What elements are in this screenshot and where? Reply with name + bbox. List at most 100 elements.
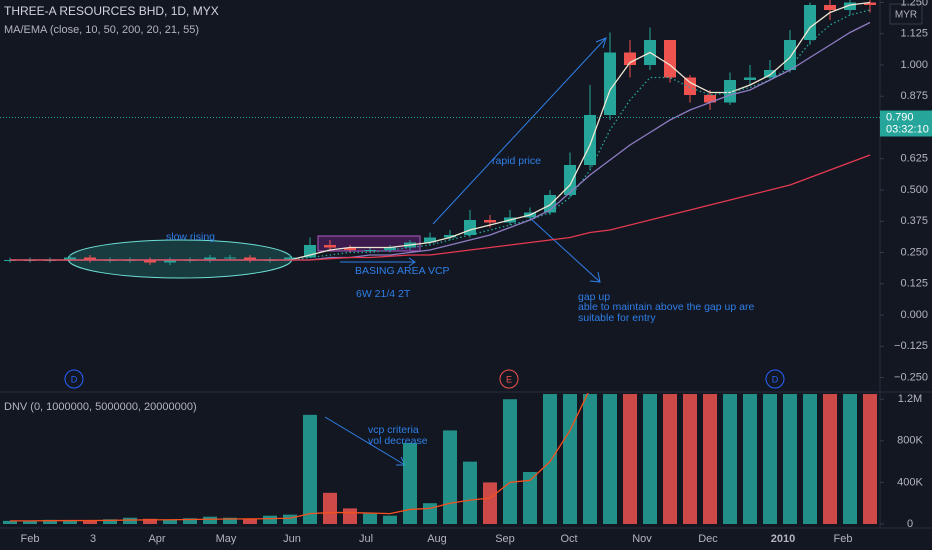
candle-body [384, 247, 396, 250]
y-tick-label: 0.500 [900, 184, 928, 196]
volume-bar [523, 472, 537, 524]
y-tick-label: 0.125 [900, 278, 928, 290]
volume-tick-label: 1.2M [898, 393, 922, 405]
volume-indicator-label: DNV (0, 1000000, 5000000, 20000000) [4, 401, 197, 413]
volume-bar [843, 394, 857, 524]
volume-tick-label: 800K [897, 435, 923, 447]
volume-bar [283, 514, 297, 524]
volume-bar [43, 519, 57, 524]
candle-body [764, 70, 776, 78]
volume-bar [463, 461, 477, 524]
arrow [324, 416, 406, 466]
volume-bar [23, 521, 37, 524]
y-tick-label: 0.875 [900, 90, 928, 102]
x-tick-label: Oct [560, 533, 577, 545]
candle-body [864, 2, 876, 5]
candle-body [364, 250, 376, 251]
arrow [432, 37, 607, 225]
volume-bar [183, 518, 197, 524]
candle-body [244, 257, 256, 260]
candle-body [284, 257, 296, 260]
candle-body [144, 260, 156, 263]
volume-bar [263, 515, 277, 524]
volume-bar [803, 394, 817, 524]
volume-bar [763, 394, 777, 524]
y-tick-label: 0.625 [900, 153, 928, 165]
annotation: suitable for entry [578, 312, 656, 324]
x-tick-label: Nov [632, 533, 652, 545]
volume-bar [663, 394, 677, 524]
candle-body [744, 77, 756, 80]
x-tick-label: Dec [698, 533, 718, 545]
volume-bar [443, 430, 457, 524]
y-tick-label: 0.250 [900, 246, 928, 258]
volume-bar [343, 508, 357, 524]
candle-body [204, 257, 216, 260]
annotation: vol decrease [368, 435, 428, 447]
candle-body [324, 245, 336, 248]
arrow-head [589, 271, 601, 283]
basing-ellipse [67, 239, 293, 279]
candle-body [84, 257, 96, 260]
volume-bar [83, 520, 97, 524]
volume-bar [63, 520, 77, 524]
candle-body [584, 115, 596, 165]
volume-bar [203, 516, 217, 524]
volume-bar [863, 394, 877, 524]
x-tick-label: Jun [283, 533, 301, 545]
candle-body [844, 2, 856, 10]
event-marker [64, 369, 84, 389]
candle-body [164, 260, 176, 263]
candle-body [824, 5, 836, 10]
line [10, 393, 589, 522]
volume-bar [503, 399, 517, 524]
last-price-label: 0.790 [886, 111, 914, 123]
volume-bar [623, 394, 637, 524]
x-tick-label: Aug [427, 533, 447, 545]
annotation: able to maintain above the gap up are [578, 301, 754, 313]
currency-box [889, 3, 923, 25]
candle-body [564, 165, 576, 195]
line [10, 154, 871, 261]
arrows [324, 37, 607, 466]
candle-body [684, 77, 696, 95]
volume-bar [143, 518, 157, 524]
currency: MYR [895, 10, 917, 21]
volume-bar [603, 394, 617, 524]
candle-body [484, 220, 496, 223]
countdown: 03:32:10 [886, 123, 929, 135]
candle-body [344, 247, 356, 250]
x-tick-label: 3 [90, 533, 96, 545]
event-label: E [506, 374, 512, 384]
y-tick-label: 0.375 [900, 215, 928, 227]
event-label: D [71, 374, 78, 384]
volume-bar [383, 515, 397, 524]
volume-bar [743, 394, 757, 524]
volume-bar [403, 442, 417, 524]
annotation: rapid price [492, 155, 541, 167]
candle-body [784, 40, 796, 70]
volume-bar [243, 518, 257, 524]
y-tick-label: −0.250 [894, 371, 928, 383]
event-marker [765, 369, 785, 389]
volume-bar [323, 492, 337, 524]
event-label: D [772, 374, 779, 384]
candle-body [444, 235, 456, 238]
volume-bar [483, 482, 497, 524]
y-tick-label: 0.000 [900, 309, 928, 321]
price-pane [4, 0, 876, 265]
volume-bar [423, 503, 437, 524]
volume-bar [363, 513, 377, 524]
volume-bar [643, 394, 657, 524]
last-price-box [880, 110, 932, 137]
annotation: gap up [578, 291, 610, 303]
volume-bar [563, 394, 577, 524]
x-tick-label: Feb [834, 533, 853, 545]
arrow-head [595, 37, 607, 49]
volume-bar [703, 394, 717, 524]
candle-body [424, 237, 436, 243]
candle-body [624, 52, 636, 65]
volume-bar [543, 394, 557, 524]
x-tick-label: May [216, 533, 237, 545]
volume-tick-label: 0 [907, 518, 913, 530]
